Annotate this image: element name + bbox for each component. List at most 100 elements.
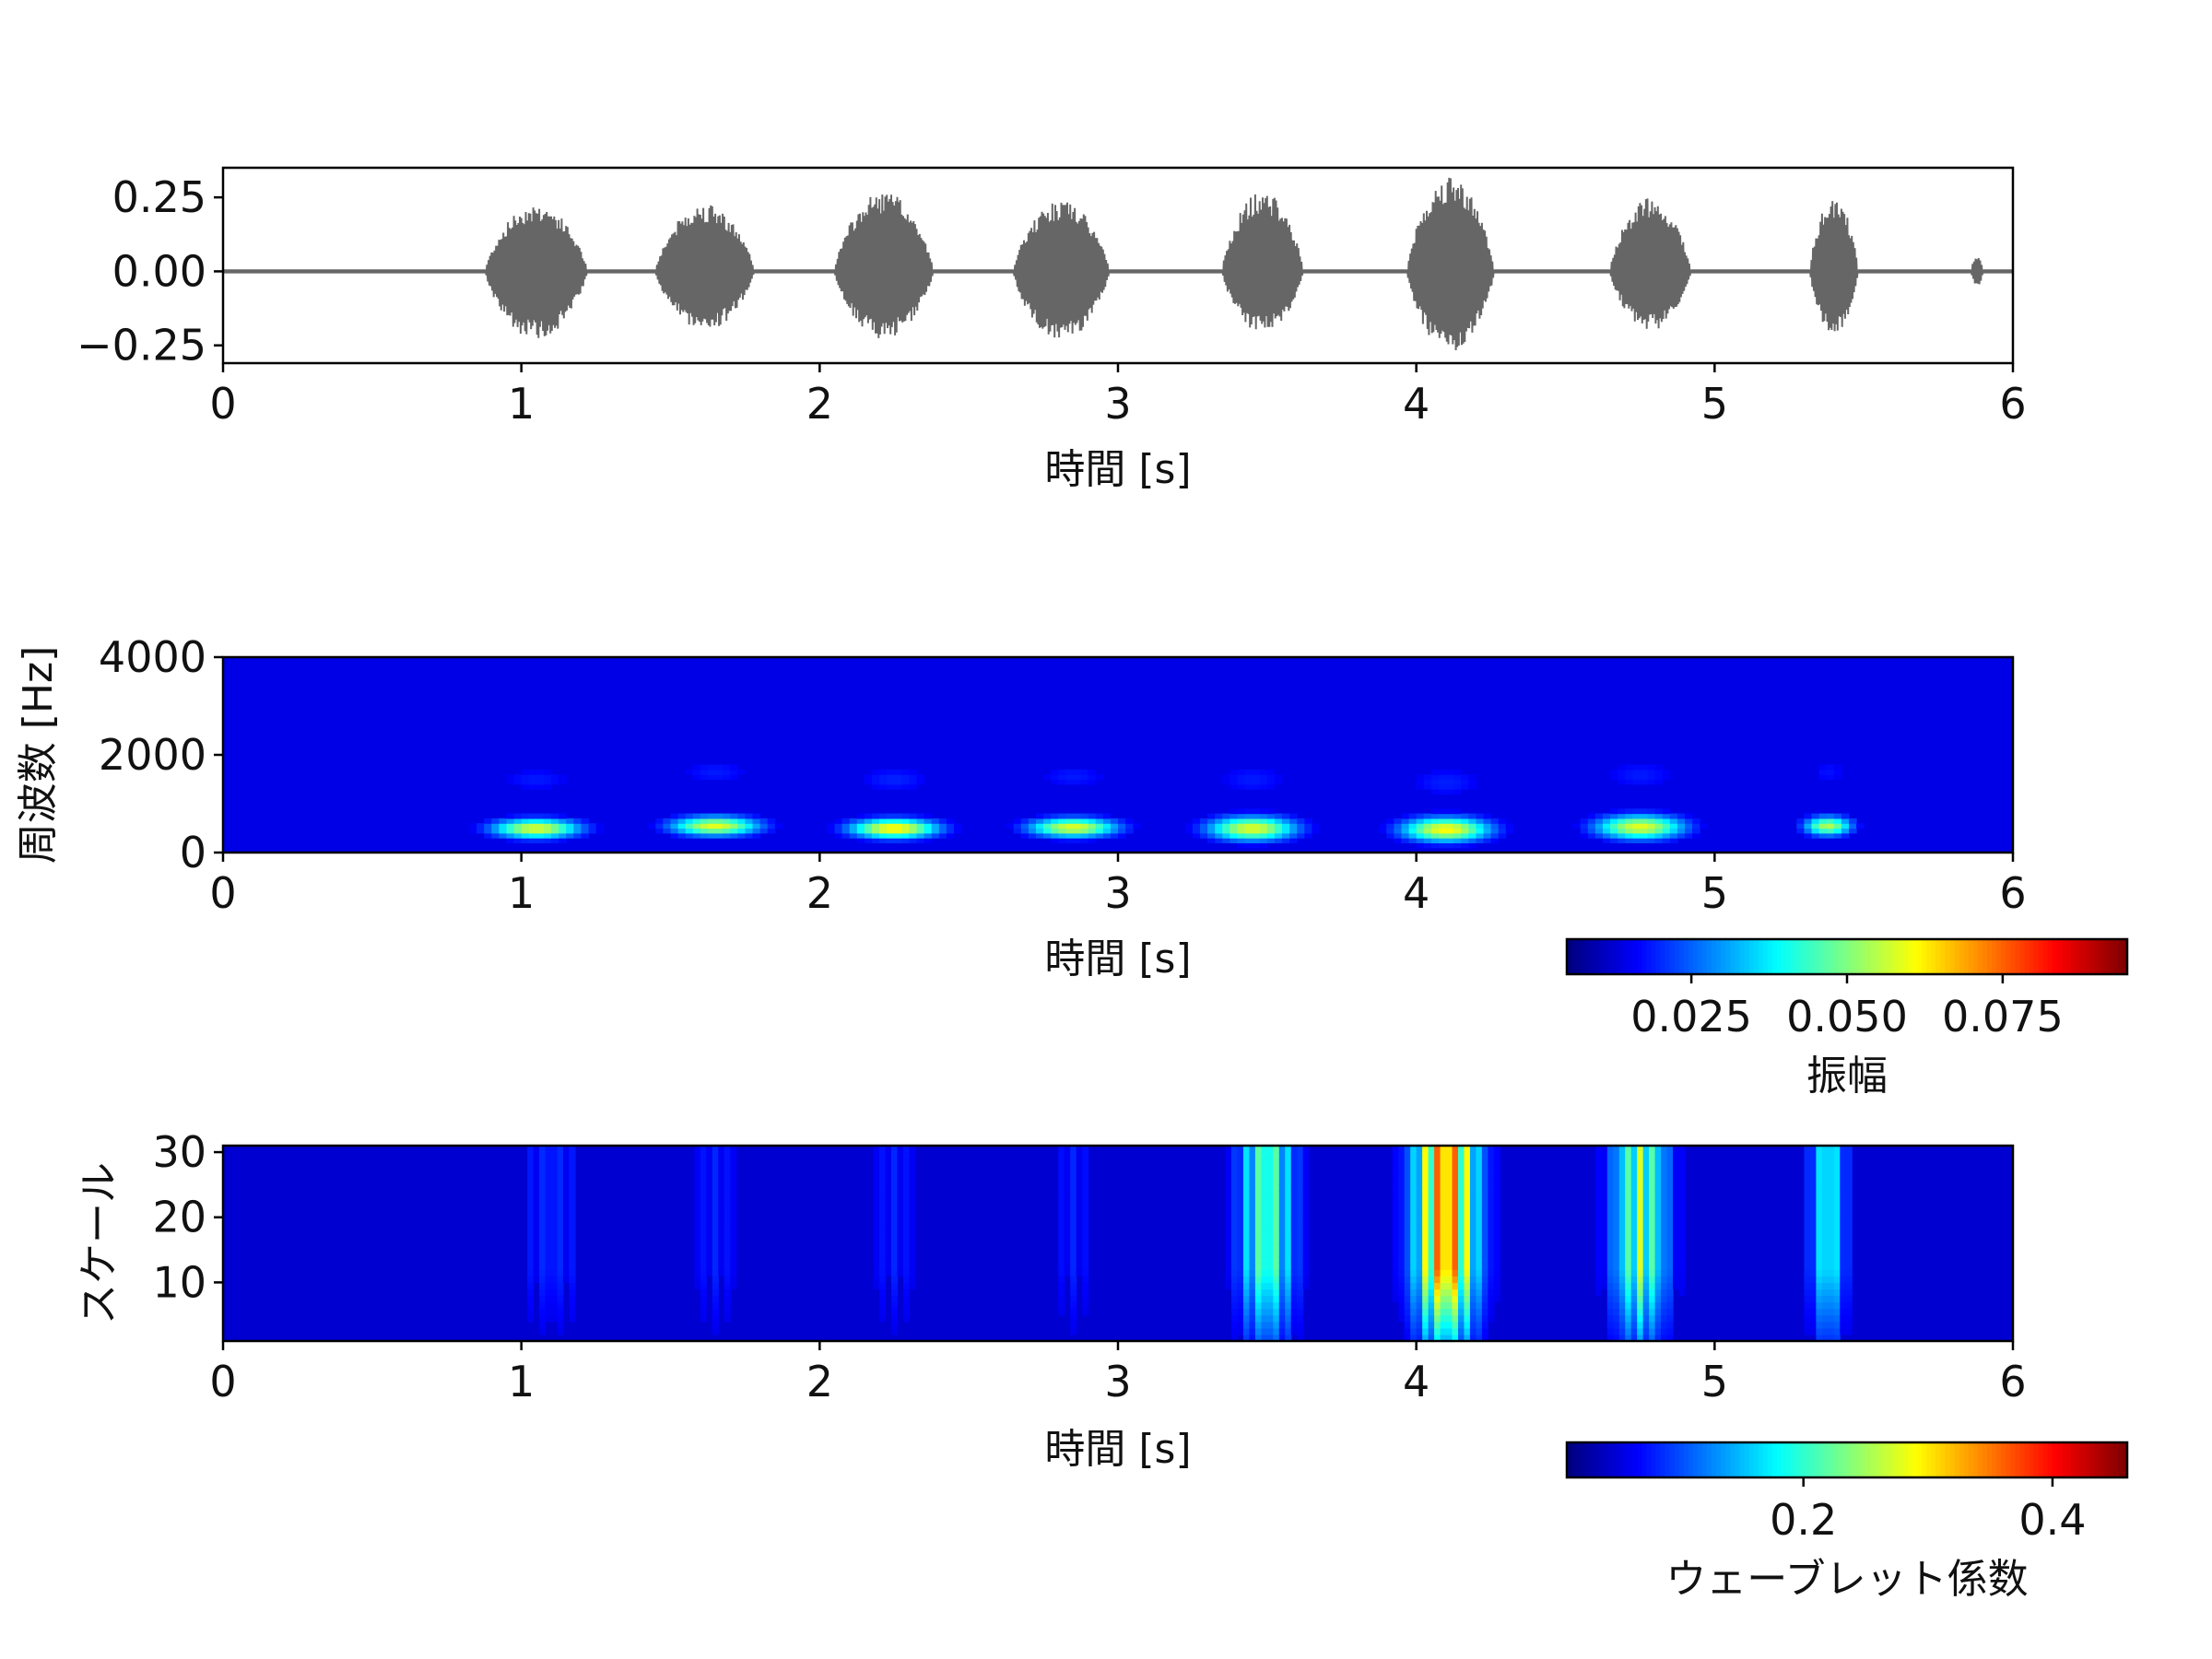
scalogram-cell [1613,1288,1620,1297]
scalogram-cell [1398,1308,1406,1316]
scalogram-cell [1422,1288,1430,1297]
scalogram-cell [1230,1165,1239,1172]
scalogram-cell [1404,1184,1411,1193]
scalogram-cell [1410,1217,1418,1225]
scalogram-cell [1266,1171,1274,1179]
scalogram-cell [1594,1184,1602,1193]
spectrogram-cell [1394,828,1403,834]
spectrogram-cell [1394,838,1403,843]
scalogram-cell [1278,1288,1286,1297]
scalogram-colorbar-cell [1771,1442,1778,1477]
scalogram-cell [1821,1288,1829,1297]
scalogram-cell [1613,1152,1620,1159]
scalogram-cell [1440,1197,1447,1206]
scalogram-cell [533,1146,540,1153]
spectrogram-cell [1818,832,1828,839]
scalogram-cell [700,1282,707,1290]
scalogram-cell [1840,1256,1847,1264]
scalogram-cell [1225,1223,1232,1231]
scalogram-cell [1464,1321,1471,1329]
spectrogram-cell [1266,808,1276,815]
scalogram-cell [1302,1223,1310,1231]
scalogram-cell [1392,1171,1399,1179]
scalogram-cell [1242,1301,1251,1310]
scalogram-cell [1845,1152,1853,1159]
spectrogram-cell [1468,783,1477,790]
scalogram-cell [1845,1204,1853,1212]
scalogram-cell [1254,1236,1262,1244]
scalogram-cell [700,1191,707,1199]
scalogram-cell [1266,1236,1274,1244]
scalogram-cell [1452,1152,1459,1159]
scalogram-cell [1816,1152,1823,1159]
scalogram-cell [1297,1184,1304,1193]
spectrogram-cell [1118,823,1126,830]
scalogram-cell [1082,1159,1089,1166]
spectrogram-cell [1602,838,1611,843]
scalogram-cell [1816,1171,1823,1179]
scalogram-cell [1422,1295,1430,1303]
scalogram-cell [718,1197,725,1206]
scalogram-cell [1606,1334,1614,1342]
scalogram-cell [1804,1243,1811,1251]
spectrogram-cell [670,828,679,834]
spectrogram-cell [1684,828,1693,834]
scalogram-cell [1476,1308,1483,1316]
scalogram-cell [1440,1210,1447,1218]
scalogram-cell [1410,1197,1418,1206]
scalogram-cell [539,1321,547,1329]
spectrogram-cell [931,828,940,834]
spectrogram-cell [1266,783,1276,790]
scalogram-cell [897,1204,904,1212]
scalogram-cell [1302,1263,1310,1270]
spectrogram-cell [1080,838,1089,843]
scalogram-cell [694,1269,701,1277]
scalogram-cell [712,1146,719,1153]
scalogram-cell [1845,1171,1853,1179]
scalogram-colorbar-cell [2057,1442,2063,1477]
scalogram-cell [885,1165,892,1172]
spectrogram-cell [484,823,492,830]
scalogram-colorbar-cell [1879,1442,1886,1477]
scalogram-cell [902,1152,911,1159]
spectrogram-cell [1468,832,1477,839]
scalogram-cell [1630,1308,1638,1316]
scalogram-cell [694,1159,701,1166]
scalogram-cell [1428,1288,1435,1297]
scalogram-cell [1404,1269,1411,1277]
scalogram-cell [562,1159,571,1166]
scalogram-cell [1613,1191,1620,1199]
scalogram-cell [718,1210,725,1218]
scalogram-cell [1285,1236,1292,1244]
spectrogram-cell [901,769,911,775]
spectrogram-cell [1625,769,1633,775]
scalogram-cell [1601,1217,1608,1225]
spectrogram-cell [1446,779,1454,785]
spectrogram-colorbar-cell [1762,939,1769,974]
spectrogram-cell [1312,828,1321,834]
spectrogram-cell [737,818,747,824]
spectrogram-cell [1632,828,1641,834]
spectrogram-cell [931,823,940,830]
scalogram-cell [1654,1159,1662,1166]
scalogram-cell [1649,1171,1656,1179]
scalogram-cell [1302,1230,1310,1238]
scalogram-cell [897,1146,904,1153]
spectrogram-cell [1446,789,1454,794]
scalogram-cell [1630,1230,1638,1238]
scalogram-cell [1278,1276,1286,1283]
scalogram-cell [1625,1178,1632,1185]
scalogram-cell [1816,1308,1823,1316]
scalogram-cell [1273,1223,1280,1231]
spectrogram-cell [1222,779,1230,785]
scalogram-cell [1278,1210,1286,1218]
scalogram-cell [1266,1204,1274,1212]
scalogram-colorbar-cell [2099,1442,2105,1477]
spectrogram-colorbar-cell [2112,939,2119,974]
scalogram-cell [1254,1256,1262,1264]
scalogram-cell [1428,1217,1435,1225]
scalogram-cell [1833,1308,1841,1316]
scalogram-cell [1833,1165,1841,1172]
scalogram-cell [1654,1230,1662,1238]
